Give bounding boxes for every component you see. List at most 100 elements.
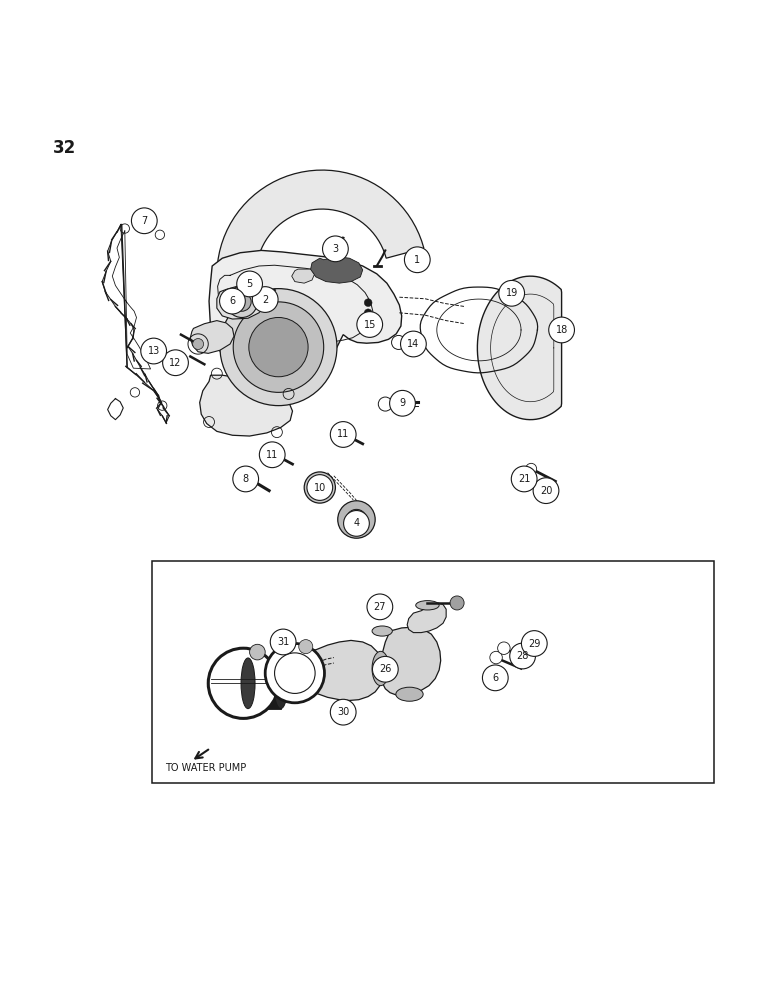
Text: 29: 29 xyxy=(528,639,541,649)
Text: 28: 28 xyxy=(516,651,529,661)
Text: 1: 1 xyxy=(414,255,420,265)
Text: 14: 14 xyxy=(407,339,420,349)
Text: 12: 12 xyxy=(169,358,182,368)
Polygon shape xyxy=(477,276,562,420)
Polygon shape xyxy=(292,269,314,283)
Text: 19: 19 xyxy=(505,288,518,298)
Circle shape xyxy=(259,442,285,468)
Text: 2: 2 xyxy=(262,295,268,305)
Text: 13: 13 xyxy=(147,346,160,356)
Circle shape xyxy=(356,312,382,337)
Text: 5: 5 xyxy=(246,279,253,289)
Circle shape xyxy=(250,644,265,660)
Text: 4: 4 xyxy=(353,518,360,528)
Circle shape xyxy=(367,594,393,620)
Polygon shape xyxy=(200,375,292,436)
Circle shape xyxy=(516,472,526,483)
Circle shape xyxy=(392,335,406,349)
Text: 27: 27 xyxy=(374,602,386,612)
Text: 6: 6 xyxy=(229,296,236,306)
Polygon shape xyxy=(248,658,281,709)
Circle shape xyxy=(401,331,427,357)
Circle shape xyxy=(404,247,431,273)
Polygon shape xyxy=(218,170,424,270)
Text: 20: 20 xyxy=(540,486,552,496)
Circle shape xyxy=(237,271,262,297)
Circle shape xyxy=(323,236,348,262)
Circle shape xyxy=(510,643,535,669)
Circle shape xyxy=(299,640,313,654)
Circle shape xyxy=(549,317,574,343)
Circle shape xyxy=(270,629,296,655)
Circle shape xyxy=(253,287,278,312)
Text: TO WATER PUMP: TO WATER PUMP xyxy=(165,763,246,773)
Circle shape xyxy=(264,445,277,458)
Circle shape xyxy=(335,426,348,438)
Text: 21: 21 xyxy=(518,474,530,484)
Circle shape xyxy=(490,651,502,664)
Polygon shape xyxy=(301,640,382,700)
Ellipse shape xyxy=(300,648,321,689)
Circle shape xyxy=(265,644,324,703)
Circle shape xyxy=(390,390,415,416)
Circle shape xyxy=(220,288,245,314)
Circle shape xyxy=(208,648,278,718)
Circle shape xyxy=(233,302,324,392)
Text: 11: 11 xyxy=(337,429,349,439)
Text: 18: 18 xyxy=(555,325,568,335)
Polygon shape xyxy=(190,321,234,353)
Circle shape xyxy=(304,472,335,503)
Ellipse shape xyxy=(395,687,423,701)
Polygon shape xyxy=(310,257,363,283)
Circle shape xyxy=(346,509,367,530)
Circle shape xyxy=(499,280,524,306)
Circle shape xyxy=(140,338,167,364)
Text: 11: 11 xyxy=(266,450,278,460)
Circle shape xyxy=(488,670,504,686)
Circle shape xyxy=(522,631,548,656)
Ellipse shape xyxy=(372,626,392,636)
Circle shape xyxy=(307,475,332,500)
Circle shape xyxy=(249,317,308,377)
Circle shape xyxy=(364,309,372,317)
Text: 10: 10 xyxy=(314,483,326,493)
Circle shape xyxy=(338,501,375,538)
Circle shape xyxy=(193,339,204,349)
Polygon shape xyxy=(407,603,446,633)
Text: 7: 7 xyxy=(141,216,147,226)
Circle shape xyxy=(331,422,356,447)
Circle shape xyxy=(482,665,509,691)
Circle shape xyxy=(373,656,398,682)
Circle shape xyxy=(344,511,370,536)
Circle shape xyxy=(232,466,259,492)
Text: 32: 32 xyxy=(53,139,76,157)
Circle shape xyxy=(364,299,372,307)
Polygon shape xyxy=(209,250,402,380)
Circle shape xyxy=(534,478,558,504)
Circle shape xyxy=(220,289,337,406)
Ellipse shape xyxy=(372,651,389,686)
Text: 6: 6 xyxy=(492,673,498,683)
Circle shape xyxy=(243,280,256,293)
Circle shape xyxy=(331,699,356,725)
Circle shape xyxy=(236,469,249,481)
Ellipse shape xyxy=(416,601,439,610)
Text: 9: 9 xyxy=(399,398,406,408)
Ellipse shape xyxy=(274,658,288,709)
Polygon shape xyxy=(217,283,267,319)
Text: 3: 3 xyxy=(332,244,339,254)
Text: 15: 15 xyxy=(363,320,376,330)
Circle shape xyxy=(450,596,464,610)
Text: 31: 31 xyxy=(277,637,289,647)
Circle shape xyxy=(229,299,239,308)
Polygon shape xyxy=(381,627,441,695)
Circle shape xyxy=(311,479,328,496)
Text: 26: 26 xyxy=(379,664,392,674)
Circle shape xyxy=(162,350,189,376)
Text: 8: 8 xyxy=(243,474,249,484)
Circle shape xyxy=(512,466,537,492)
Circle shape xyxy=(526,463,537,474)
Text: 30: 30 xyxy=(337,707,349,717)
Circle shape xyxy=(378,397,392,411)
Circle shape xyxy=(232,293,251,311)
